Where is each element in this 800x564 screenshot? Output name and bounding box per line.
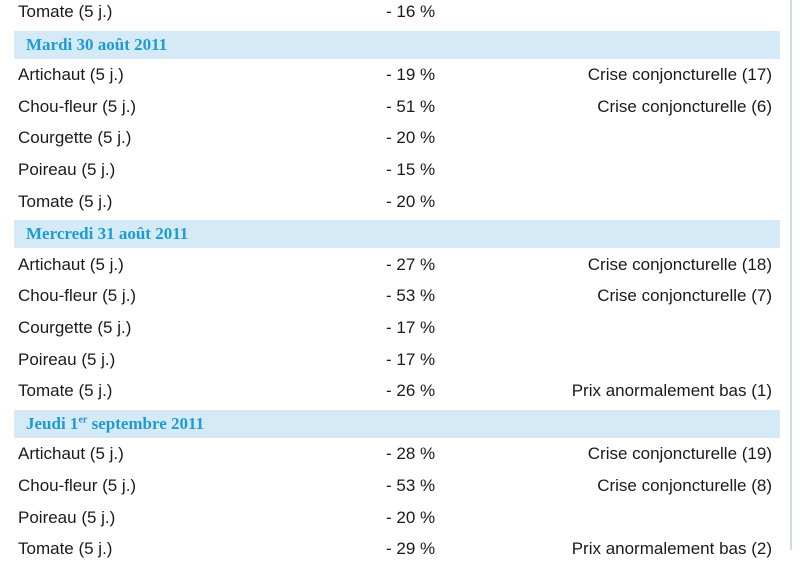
date-header-label: Mardi 30 août 2011 — [26, 34, 168, 54]
table-row: Poireau (5 j.) - 15 % — [16, 155, 780, 185]
status-note: Prix anormalement bas (2) — [571, 539, 772, 559]
date-header-label: Jeudi 1er septembre 2011 — [26, 413, 205, 433]
price-change: - 51 % — [386, 96, 436, 116]
price-change: - 15 % — [386, 160, 436, 179]
price-change: - 20 % — [386, 507, 436, 527]
price-change: - 16 % — [386, 2, 436, 21]
table-row: Tomate (5 j.) - 26 % Prix anormalement bas… — [16, 376, 780, 406]
table-row: Poireau (5 j.) - 20 % — [16, 503, 780, 533]
table-row: Artichaut (5 j.) - 19 % Crise conjoncturel… — [16, 60, 780, 90]
date-header: Mardi 30 août 2011 — [14, 30, 780, 59]
price-change: - 26 % — [386, 381, 436, 401]
price-table: Tomate (5 j.) - 16 % Mardi 30 août 2011 Art… — [14, 0, 792, 558]
product-name: Tomate (5 j.) — [18, 539, 113, 559]
product-name: Poireau (5 j.) — [18, 160, 116, 179]
price-change: - 20 % — [386, 191, 436, 211]
table-row: Tomate (5 j.) - 20 % — [16, 187, 780, 217]
product-name: Artichaut (5 j.) — [18, 444, 124, 464]
table-row: Chou-fleur (5 j.) - 53 % Crise conjoncture… — [16, 281, 780, 311]
status-note: Prix anormalement bas (1) — [571, 381, 772, 401]
status-note: Crise conjoncturelle (8) — [597, 476, 772, 495]
product-name: Chou-fleur (5 j.) — [18, 286, 137, 306]
table-row: Chou-fleur (5 j.) - 51 % Crise conjoncture… — [16, 92, 780, 122]
table-row: Artichaut (5 j.) - 28 % Crise conjoncturel… — [16, 439, 780, 469]
date-header-label: Mercredi 31 août 2011 — [26, 224, 189, 244]
price-change: - 28 % — [386, 444, 436, 464]
status-note: Crise conjoncturelle (6) — [597, 96, 772, 116]
product-name: Poireau (5 j.) — [18, 507, 116, 527]
table-row: Tomate (5 j.) - 16 % — [16, 0, 780, 27]
product-name: Courgette (5 j.) — [18, 128, 132, 148]
table-row: Courgette (5 j.) - 17 % — [16, 313, 780, 343]
product-name: Tomate (5 j.) — [18, 381, 113, 401]
table-row: Artichaut (5 j.) - 27 % Crise conjoncturel… — [16, 250, 780, 280]
status-note: Crise conjoncturelle (7) — [597, 286, 772, 306]
product-name: Artichaut (5 j.) — [18, 254, 124, 274]
price-change: - 17 % — [386, 349, 436, 369]
status-note: Crise conjoncturelle (18) — [587, 254, 772, 274]
product-name: Chou-fleur (5 j.) — [18, 476, 137, 495]
price-change: - 53 % — [386, 476, 436, 495]
product-name: Chou-fleur (5 j.) — [18, 96, 137, 116]
price-change: - 20 % — [386, 128, 436, 148]
price-change: - 27 % — [386, 254, 436, 274]
date-header: Jeudi 1er septembre 2011 — [14, 409, 780, 438]
price-change: - 17 % — [386, 318, 436, 337]
price-change: - 29 % — [386, 539, 436, 559]
status-note: Crise conjoncturelle (17) — [587, 65, 772, 85]
product-name: Poireau (5 j.) — [18, 349, 116, 369]
status-note: Crise conjoncturelle (19) — [587, 444, 772, 464]
table-row: Chou-fleur (5 j.) - 53 % Crise conjoncture… — [16, 471, 780, 501]
price-change: - 19 % — [386, 65, 436, 85]
product-name: Tomate (5 j.) — [18, 2, 113, 21]
product-name: Courgette (5 j.) — [18, 318, 132, 337]
date-header: Mercredi 31 août 2011 — [14, 220, 780, 249]
price-change: - 53 % — [386, 286, 436, 306]
table-row: Tomate (5 j.) - 29 % Prix anormalement bas… — [16, 534, 780, 564]
table-row: Poireau (5 j.) - 17 % — [16, 345, 780, 375]
table-row: Courgette (5 j.) - 20 % — [16, 123, 780, 153]
product-name: Tomate (5 j.) — [18, 191, 113, 211]
product-name: Artichaut (5 j.) — [18, 65, 124, 85]
